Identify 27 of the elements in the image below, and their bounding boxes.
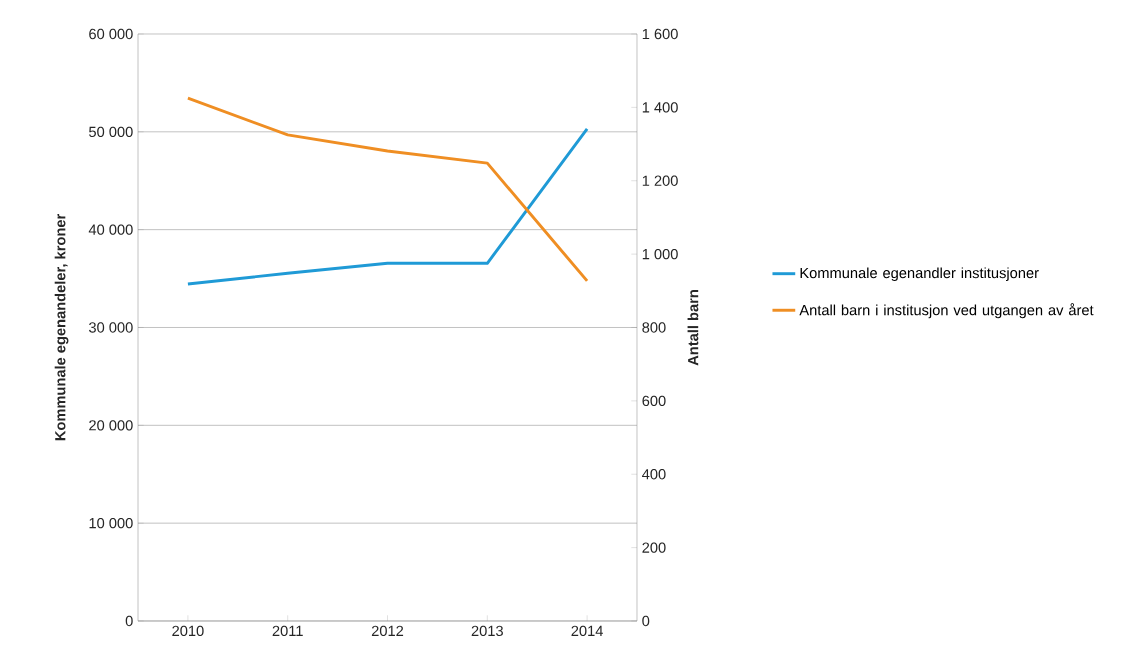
x-tick-label: 2014 [571,625,603,637]
y-tick-label: 60 000 [89,28,133,40]
y2-tick-label: 1 600 [642,28,678,40]
x-tick-label: 2012 [371,625,404,637]
x-tick-label: 2013 [471,625,503,637]
y2-axis-title: Antall barn [687,290,699,366]
legend-label: Antall barn i institusjon ved utgangen av året [799,303,1094,319]
y-tick-label: 0 [125,615,133,627]
y2-tick-label: 1 000 [642,248,678,260]
legend-label: Kommunale egenandler institusjoner [800,267,1039,282]
y-tick-label: 20 000 [89,420,133,431]
y2-tick-label: 600 [642,395,666,407]
line-series [186,96,589,283]
y-tick-label: 40 000 [88,224,133,235]
y-tick-label: 50 000 [89,126,133,138]
line-series [186,127,589,286]
y-tick-label: 10 000 [89,517,133,529]
x-tick-label: 2011 [272,625,303,637]
y2-tick-label: 1 200 [642,175,678,186]
y2-tick-label: 400 [642,469,666,480]
y2-tick-label: 0 [642,615,650,627]
y2-tick-label: 800 [642,322,666,333]
y-tick-label: 30 000 [89,322,133,333]
y2-tick-label: 200 [642,542,666,553]
y-axis-title: Kommunale egenandeler, kroner [54,214,69,441]
y2-tick-label: 1 400 [642,102,678,113]
x-tick-label: 2010 [172,625,204,637]
